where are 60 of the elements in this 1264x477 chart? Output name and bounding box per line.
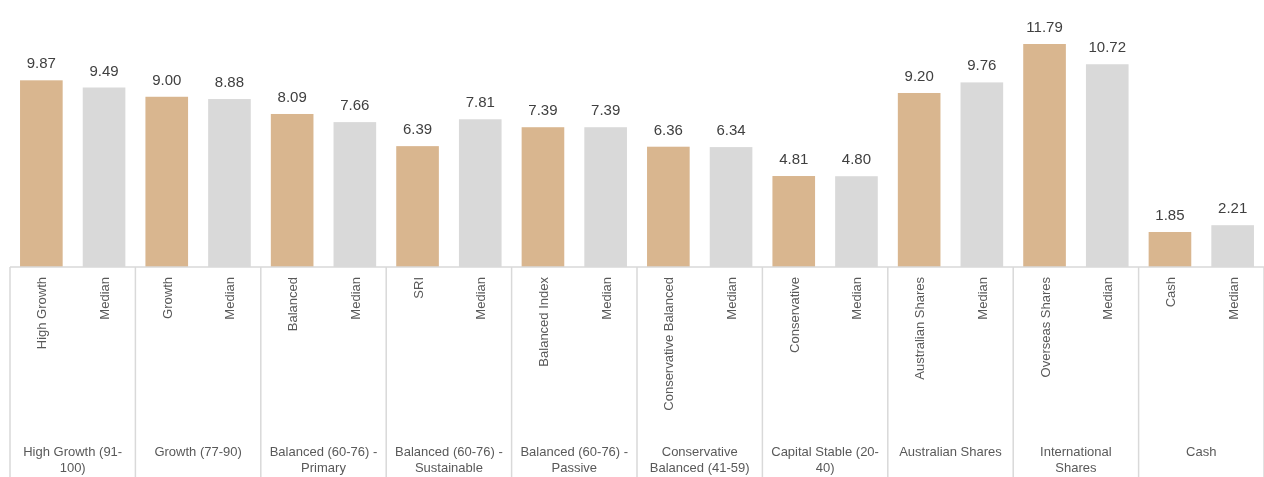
bar — [20, 80, 63, 267]
text: Conservative Balanced (41-59) — [649, 444, 750, 475]
bar — [772, 176, 816, 267]
bar — [270, 113, 314, 267]
x-tick-label: High Growth — [34, 277, 50, 350]
text: Growth (77-90) — [154, 444, 242, 459]
x-tick-label: Median — [1225, 277, 1241, 320]
data-label: 7.39 — [591, 101, 621, 119]
data-label: 8.88 — [214, 73, 245, 91]
x-tick-label: Overseas Shares — [1037, 276, 1053, 378]
x-tick-label: Median — [97, 277, 113, 320]
x-tick-label: Balanced Index — [535, 276, 551, 367]
bar — [396, 146, 439, 267]
x-tick-label: Median — [222, 277, 238, 320]
data-label: 6.34 — [716, 121, 746, 139]
data-label: 2.21 — [1218, 199, 1248, 217]
data-label: 7.39 — [528, 101, 558, 119]
data-label: 9.87 — [26, 54, 56, 72]
text: Balanced (60-76) - Primary — [269, 444, 378, 475]
data-label: 1.85 — [1155, 206, 1185, 224]
data-label: 7.81 — [465, 93, 495, 111]
data-label: 9.49 — [89, 61, 119, 79]
bar — [1148, 232, 1192, 267]
bar — [1023, 44, 1066, 267]
data-label: 8.09 — [277, 87, 307, 105]
x-tick-label: SRI — [410, 277, 426, 299]
text: Capital Stable (20-40) — [771, 444, 879, 475]
x-tick-label: Conservative Balanced — [661, 277, 677, 411]
bar — [521, 127, 565, 267]
text: Balanced (60-76) - Passive — [520, 444, 629, 475]
bar — [145, 96, 189, 267]
data-label: 7.66 — [340, 96, 370, 114]
text: International Shares — [1040, 444, 1112, 475]
data-label: 11.79 — [1026, 18, 1063, 35]
data-label: 9.76 — [967, 56, 997, 74]
text: Australian Shares — [899, 444, 1003, 459]
x-tick-label: Median — [724, 277, 740, 320]
bar — [897, 92, 941, 267]
x-tick-label: Australian Shares — [912, 276, 928, 380]
x-tick-label: Median — [849, 277, 865, 320]
x-tick-label: Median — [598, 277, 614, 320]
data-label: 6.39 — [402, 120, 433, 138]
data-label: 4.80 — [841, 150, 872, 168]
text: High Growth (91-100) — [23, 444, 123, 475]
x-tick-label: Median — [1100, 277, 1116, 320]
data-label: 4.81 — [779, 150, 809, 168]
data-label: 9.00 — [152, 70, 182, 88]
data-label: 9.20 — [904, 66, 934, 84]
text: Balanced (60-76) - Sustainable — [395, 444, 503, 475]
data-label: 6.36 — [653, 120, 683, 138]
x-tick-label: Median — [974, 277, 990, 320]
data-label: 10.72 — [1088, 38, 1127, 56]
x-tick-label: Median — [473, 277, 489, 320]
x-tick-label: Balanced — [285, 277, 301, 332]
x-tick-label: Conservative — [786, 277, 802, 353]
x-tick-label: Cash — [1162, 277, 1178, 308]
bar — [647, 146, 690, 267]
x-tick-label: Median — [347, 277, 363, 320]
text: Cash — [1186, 444, 1217, 459]
x-tick-label: Growth — [159, 277, 175, 319]
